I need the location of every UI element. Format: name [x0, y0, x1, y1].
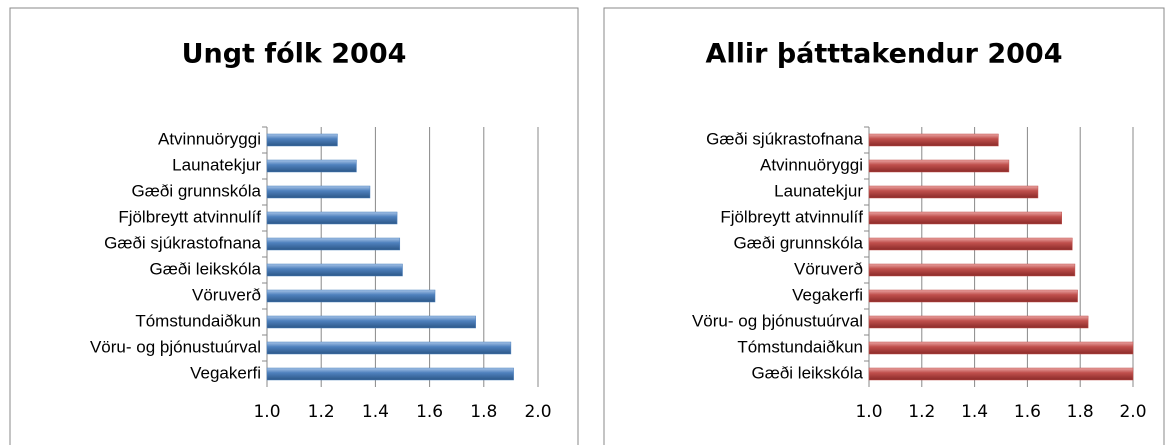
y-tick-label: Vöru- og þjónustuúrval — [692, 311, 863, 330]
y-tick-label: Vöruverð — [794, 259, 863, 278]
x-tick-label: 1.6 — [1014, 402, 1041, 422]
y-tick-label: Vöru- og þjónustuúrval — [90, 337, 261, 356]
x-tick-label: 1.8 — [1067, 402, 1094, 422]
bar — [266, 263, 403, 277]
bar — [868, 341, 1134, 355]
y-tick-label: Gæði sjúkrastofnana — [706, 129, 863, 148]
chart-title: Ungt fólk 2004 — [182, 39, 407, 70]
y-tick-label: Launatekjur — [172, 155, 261, 174]
x-tick-label: 2.0 — [1119, 402, 1146, 422]
x-tick-label: 1.8 — [470, 402, 497, 422]
y-tick-label: Vegakerfi — [792, 285, 863, 304]
y-tick-label: Vegakerfi — [190, 363, 261, 382]
x-tick-label: 1.2 — [908, 402, 935, 422]
bar — [868, 185, 1039, 199]
y-tick-label: Atvinnuöryggi — [158, 129, 261, 148]
bar — [266, 289, 436, 303]
bar — [266, 159, 357, 173]
bar — [868, 211, 1062, 225]
bar — [868, 159, 1010, 173]
x-tick-label: 1.2 — [308, 402, 335, 422]
y-tick-label: Fjölbreytt atvinnulíf — [720, 207, 863, 226]
chart-title: Allir þátttakendur 2004 — [705, 39, 1062, 70]
x-tick-label: 1.4 — [961, 402, 988, 422]
bar — [868, 367, 1134, 381]
bar — [266, 133, 338, 147]
y-tick-label: Atvinnuöryggi — [760, 155, 863, 174]
y-tick-label: Fjölbreytt atvinnulíf — [118, 207, 261, 226]
bar — [266, 185, 371, 199]
y-tick-label: Gæði sjúkrastofnana — [104, 233, 261, 252]
y-tick-label: Gæði grunnskóla — [132, 181, 262, 200]
bar — [868, 263, 1076, 277]
bar — [266, 341, 512, 355]
y-tick-label: Tómstundaiðkun — [737, 337, 863, 356]
bar — [868, 315, 1089, 329]
bar — [266, 237, 401, 251]
y-tick-label: Vöruverð — [192, 285, 261, 304]
x-tick-label: 1.4 — [362, 402, 389, 422]
x-tick-label: 1.6 — [416, 402, 443, 422]
bar — [868, 133, 999, 147]
y-tick-label: Gæði grunnskóla — [734, 233, 864, 252]
bar — [868, 289, 1078, 303]
bar — [266, 367, 514, 381]
x-tick-label: 1.0 — [855, 402, 882, 422]
y-tick-label: Tómstundaiðkun — [135, 311, 261, 330]
bar — [266, 211, 398, 225]
y-tick-label: Gæði leikskóla — [150, 259, 262, 278]
x-tick-label: 2.0 — [524, 402, 551, 422]
y-tick-label: Gæði leikskóla — [752, 363, 864, 382]
y-tick-label: Launatekjur — [774, 181, 863, 200]
x-tick-label: 1.0 — [253, 402, 280, 422]
bar — [266, 315, 476, 329]
bar — [868, 237, 1073, 251]
